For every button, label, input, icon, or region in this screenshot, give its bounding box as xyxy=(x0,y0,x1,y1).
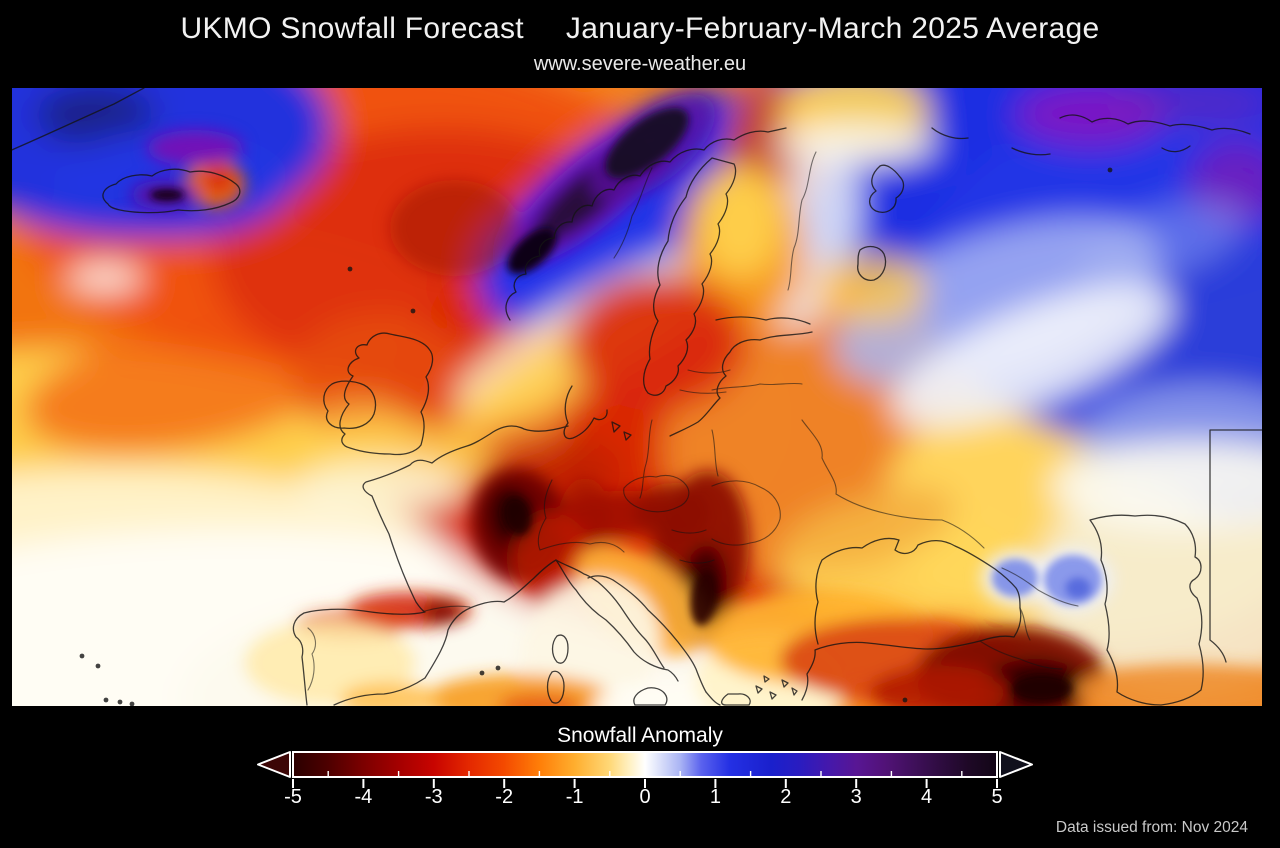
island-dot xyxy=(129,701,135,706)
snowfall-anomaly-map xyxy=(12,88,1262,706)
colorbar-canvas: -5 -4 -3 -2 -1 0 1 2 3 4 5 xyxy=(257,751,1033,808)
coastline-arctic-russia xyxy=(931,114,1251,156)
anomaly-blob xyxy=(1050,441,1262,531)
coastline-continental-west xyxy=(292,425,569,706)
page-title: UKMO Snowfall Forecast January-February-… xyxy=(0,12,1280,46)
island-dot xyxy=(479,670,485,676)
colorbar-tick-label: -5 xyxy=(284,786,302,808)
coastline-great-britain xyxy=(339,332,434,456)
small-islands xyxy=(79,167,1113,706)
anomaly-blob xyxy=(1107,88,1262,125)
colorbar-gradient-bar xyxy=(292,751,998,778)
colorbar-tick-label: -4 xyxy=(355,786,373,808)
anomaly-blob xyxy=(390,180,520,276)
colorbar-tick-label: -2 xyxy=(495,786,513,808)
anomaly-blob xyxy=(690,570,718,626)
island-dot xyxy=(495,665,501,671)
title-model: UKMO Snowfall Forecast xyxy=(180,12,524,45)
coastline-corsica xyxy=(551,634,569,664)
anomaly-blob xyxy=(295,460,465,516)
anomaly-blob xyxy=(340,682,440,706)
colorbar-tick-label: -3 xyxy=(425,786,443,808)
colorbar-tick-label: 3 xyxy=(851,786,862,808)
coastline-black-sea xyxy=(814,537,1021,645)
island-dot xyxy=(1107,167,1113,173)
coastlines-and-borders xyxy=(12,88,1262,706)
colorbar-left-arrow xyxy=(257,751,291,778)
anomaly-blob xyxy=(507,228,557,274)
colorbar-tick-label: 2 xyxy=(780,786,791,808)
lake-ladoga xyxy=(857,245,887,281)
coastline-bothnia xyxy=(643,157,737,396)
anomaly-blob xyxy=(1012,674,1072,702)
coastline-italy xyxy=(555,559,679,682)
island-dot xyxy=(95,663,101,669)
figure-header: UKMO Snowfall Forecast January-February-… xyxy=(0,12,1280,76)
coastline-greenland xyxy=(12,88,145,151)
colorbar-tick-label: 5 xyxy=(991,786,1002,808)
anomaly-blob xyxy=(498,693,582,706)
anomaly-blob xyxy=(67,265,143,291)
colorbar-title: Snowfall Anomaly xyxy=(557,724,723,747)
map-canvas xyxy=(12,88,1262,706)
colorbar: -5 -4 -3 -2 -1 0 1 2 3 4 5 xyxy=(254,750,1044,810)
island-dot xyxy=(79,653,85,659)
anomaly-field-cores xyxy=(150,107,1102,702)
coastline-denmark xyxy=(563,385,632,441)
title-period: January-February-March 2025 Average xyxy=(565,12,1100,45)
anomaly-blob xyxy=(567,275,747,411)
anomaly-blob xyxy=(422,600,462,624)
colorbar-tick-label: 4 xyxy=(921,786,932,808)
anomaly-blob xyxy=(605,107,689,179)
source-url: www.severe-weather.eu xyxy=(533,53,747,75)
anomaly-blob xyxy=(779,486,955,570)
attribution: Data issued from: Nov 2024 xyxy=(1055,819,1248,836)
colorbar-tick-labels: -5 -4 -3 -2 -1 0 1 2 3 4 5 xyxy=(284,786,1002,808)
island-dot xyxy=(902,697,908,703)
anomaly-blob xyxy=(1032,478,1262,698)
colorbar-tick-label: 0 xyxy=(639,786,650,808)
anomaly-blob xyxy=(147,130,243,166)
anomaly-blob xyxy=(992,559,1038,597)
colorbar-tick-label: 1 xyxy=(710,786,721,808)
anomaly-blob xyxy=(698,168,782,278)
coastline-norway xyxy=(505,127,787,321)
colorbar-tick-label: -1 xyxy=(566,786,584,808)
coastline-greece-aegean xyxy=(705,675,798,706)
anomaly-blob xyxy=(150,189,184,201)
island-dot xyxy=(117,699,123,705)
anomaly-blob xyxy=(775,121,935,165)
island-dot xyxy=(103,697,109,703)
anomaly-blob xyxy=(35,88,155,145)
coastline-gulf-of-finland xyxy=(669,316,813,437)
anomaly-blob xyxy=(891,284,1173,428)
island-dot xyxy=(410,308,416,314)
coastline-ireland xyxy=(323,380,377,430)
coastline-caspian xyxy=(1089,514,1204,706)
colorbar-right-arrow xyxy=(999,751,1033,778)
anomaly-blob xyxy=(870,666,1010,706)
coastline-sicily xyxy=(633,687,668,706)
island-dot xyxy=(347,266,353,272)
coastline-iceland xyxy=(102,168,241,214)
anomaly-blob xyxy=(817,253,927,323)
coastline-iberia-med xyxy=(333,559,557,706)
anomaly-blob xyxy=(502,496,532,536)
interior-borders xyxy=(307,151,1079,691)
anomaly-blob xyxy=(833,218,1161,388)
anomaly-blob xyxy=(1065,577,1091,599)
colorbar-ticks xyxy=(292,771,998,788)
anomaly-blob xyxy=(634,483,710,543)
coastline-sardinia xyxy=(546,670,565,704)
border-kazakhstan xyxy=(1209,429,1262,663)
coastline-adriatic-east xyxy=(587,575,707,693)
coastline-white-sea xyxy=(868,164,905,213)
